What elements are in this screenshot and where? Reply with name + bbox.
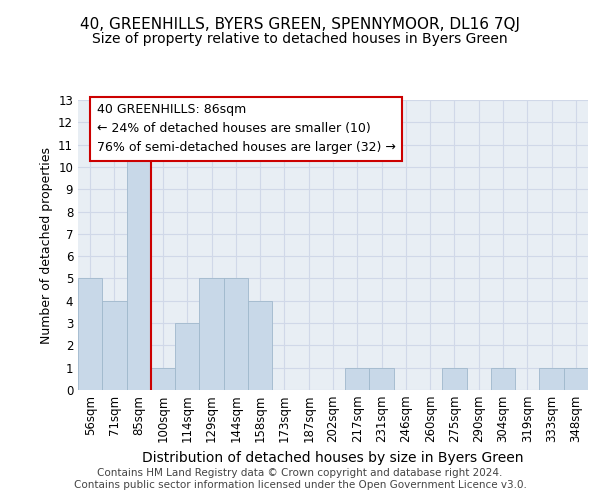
Y-axis label: Number of detached properties: Number of detached properties — [40, 146, 53, 344]
Text: 40 GREENHILLS: 86sqm
← 24% of detached houses are smaller (10)
76% of semi-detac: 40 GREENHILLS: 86sqm ← 24% of detached h… — [97, 104, 395, 154]
Bar — [175, 323, 199, 390]
Bar — [248, 301, 272, 390]
Text: 40, GREENHILLS, BYERS GREEN, SPENNYMOOR, DL16 7QJ: 40, GREENHILLS, BYERS GREEN, SPENNYMOOR,… — [80, 18, 520, 32]
Bar — [370, 368, 394, 390]
Bar — [564, 368, 588, 390]
Bar — [491, 368, 515, 390]
Bar — [127, 144, 151, 390]
Bar — [78, 278, 102, 390]
Bar — [102, 301, 127, 390]
Bar — [539, 368, 564, 390]
Bar — [199, 278, 224, 390]
Text: Contains HM Land Registry data © Crown copyright and database right 2024.
Contai: Contains HM Land Registry data © Crown c… — [74, 468, 526, 490]
X-axis label: Distribution of detached houses by size in Byers Green: Distribution of detached houses by size … — [142, 451, 524, 465]
Bar — [442, 368, 467, 390]
Bar — [345, 368, 370, 390]
Bar — [224, 278, 248, 390]
Bar — [151, 368, 175, 390]
Text: Size of property relative to detached houses in Byers Green: Size of property relative to detached ho… — [92, 32, 508, 46]
